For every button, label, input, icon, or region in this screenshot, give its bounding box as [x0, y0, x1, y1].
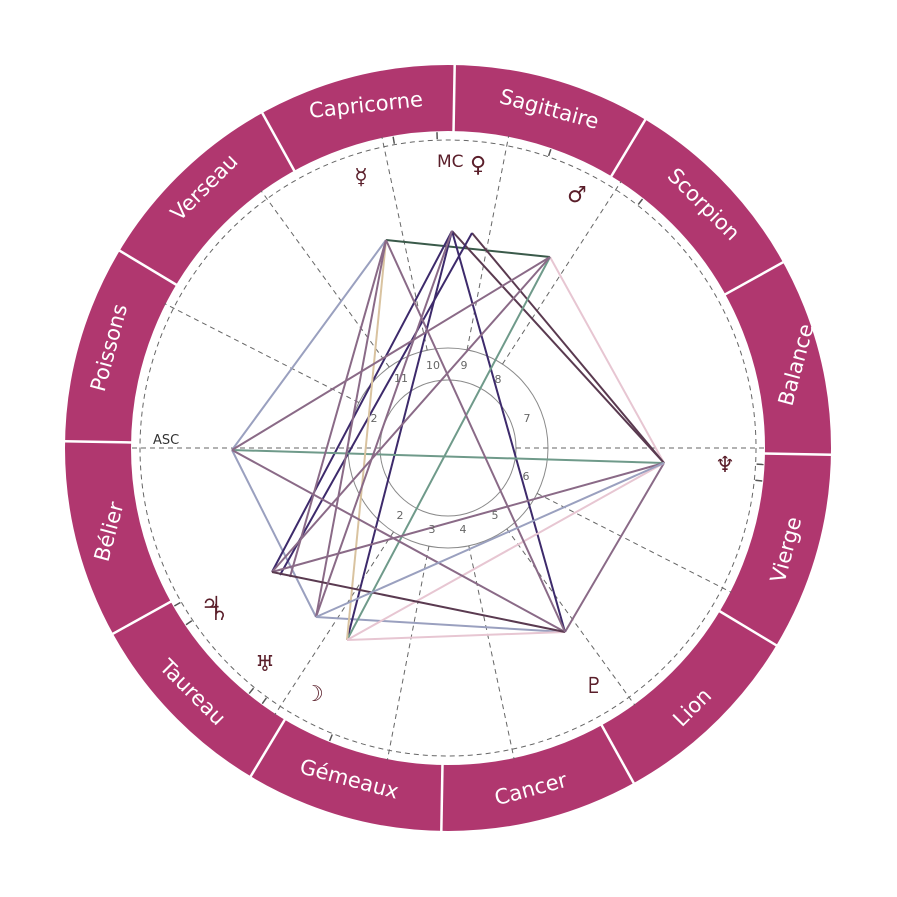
aspect-line-9	[451, 230, 566, 633]
house-cusp-10	[468, 545, 515, 760]
aspect-line-20	[271, 462, 665, 573]
zodiac-divider-3	[723, 260, 785, 296]
aspect-line-18	[231, 256, 551, 451]
aspect-line-16	[289, 239, 387, 578]
inner-dashed-circle	[139, 139, 757, 757]
house-numbers: 11 10 9 8 7 6 5 4 3 2 2	[371, 359, 531, 536]
house-cusp-8	[536, 492, 732, 593]
house-cusp-lines	[130, 135, 766, 761]
house-cusp-11	[386, 546, 430, 761]
zodiac-ring-band	[65, 65, 831, 831]
planet-glyphs: ☿ ♀ ♂ ♆ ♇ ☽ ♅ ♃ ♄	[201, 153, 735, 707]
aspect-line-12	[279, 232, 473, 576]
aspect-line-5	[564, 462, 665, 633]
house-cusp-5	[466, 135, 510, 350]
saturn-icon: ♄	[209, 601, 229, 626]
zodiac-dividers	[64, 64, 832, 832]
aspect-line-7	[451, 230, 665, 464]
house-number-3: 3	[429, 523, 436, 536]
aspect-line-25	[315, 230, 453, 618]
house-cusp-6	[502, 181, 622, 365]
house-number-2: 2	[397, 509, 404, 522]
aspect-line-14	[231, 449, 665, 464]
zodiac-divider-2	[609, 118, 647, 178]
degree-tick-9	[185, 620, 193, 626]
degree-tick-7	[261, 697, 267, 705]
house-number-11: 11	[394, 372, 408, 385]
moon-icon: ☽	[304, 682, 324, 707]
zodiac-divider-9	[111, 600, 173, 636]
pluto-icon: ♇	[584, 674, 604, 699]
mc-label: MC	[437, 152, 464, 172]
degree-ticks	[173, 132, 764, 742]
zodiac-divider-4	[763, 452, 832, 456]
asc-label: ASC	[153, 433, 179, 448]
mercury-icon: ☿	[354, 165, 368, 190]
degree-tick-3	[547, 148, 552, 157]
house-number-8: 8	[495, 373, 502, 386]
degree-tick-4	[637, 198, 644, 205]
aspect-lines	[231, 230, 665, 641]
aspect-line-21	[346, 462, 665, 641]
house-number-4: 4	[460, 523, 467, 536]
house-number-5: 5	[492, 509, 499, 522]
aspect-line-3	[231, 449, 317, 618]
degree-tick-6	[755, 479, 763, 482]
aspect-line-22	[346, 631, 566, 641]
aspect-line-23	[231, 449, 566, 633]
jupiter-icon: ♃	[201, 593, 221, 618]
venus-icon: ♀	[470, 153, 486, 178]
house-cusp-9	[506, 528, 636, 706]
neptune-icon: ♆	[715, 453, 735, 478]
house-cusp-2	[164, 303, 360, 404]
house-number-12: 2	[371, 412, 378, 425]
aspect-line-15	[346, 239, 387, 641]
aspect-line-19	[271, 256, 551, 573]
aspect-line-13	[346, 256, 551, 641]
house-cusp-12	[274, 531, 394, 715]
house-number-7: 7	[524, 412, 531, 425]
aspect-line-11	[271, 230, 453, 573]
aspect-line-2	[231, 239, 387, 451]
zodiac-labels: Sagittaire Scorpion Balance Vierge Lion …	[86, 84, 819, 810]
mars-icon: ♂	[567, 183, 587, 208]
zodiac-divider-1	[452, 64, 456, 133]
zodiac-divider-12	[260, 111, 296, 173]
zodiac-divider-11	[118, 249, 178, 287]
house-number-6: 6	[523, 470, 530, 483]
zodiac-ring: Sagittaire Scorpion Balance Vierge Lion …	[64, 64, 832, 832]
zodiac-divider-5	[718, 609, 778, 647]
aspect-line-17	[315, 239, 387, 618]
house-number-10: 10	[426, 359, 440, 372]
aspect-line-8	[471, 232, 665, 464]
zodiac-divider-8	[249, 718, 287, 778]
axis-labels: ASC MC	[153, 152, 464, 448]
aspect-line-27	[315, 462, 665, 618]
aspect-line-6	[549, 256, 665, 464]
aspect-line-10	[346, 230, 453, 641]
aspect-line-24	[271, 571, 566, 633]
uranus-icon: ♅	[255, 652, 275, 677]
aspect-line-26	[385, 239, 566, 633]
degree-tick-1	[392, 136, 396, 144]
zodiac-divider-7	[440, 763, 444, 832]
degree-tick-10	[173, 601, 181, 607]
house-cusp-3	[260, 190, 390, 368]
house-number-9: 9	[461, 359, 468, 372]
degree-tick-8	[248, 687, 255, 695]
zodiac-divider-6	[600, 723, 636, 785]
zodiac-divider-10	[64, 440, 133, 444]
degree-tick-11	[328, 734, 333, 742]
